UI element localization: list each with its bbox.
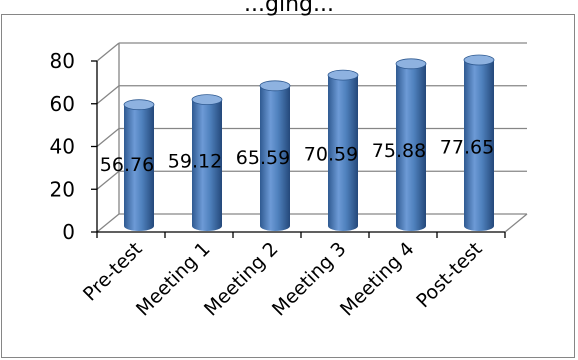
chart-title: ...ging... bbox=[244, 0, 334, 17]
bar bbox=[123, 99, 155, 231]
gridlines bbox=[96, 42, 527, 233]
data-labels: 56.76 59.12 65.59 70.59 75.88 77.65 bbox=[100, 137, 494, 177]
bar bbox=[191, 94, 223, 231]
bar bbox=[327, 69, 359, 231]
bar bbox=[395, 58, 427, 231]
y-tick-label: 80 bbox=[50, 49, 75, 73]
data-label: 75.88 bbox=[372, 140, 426, 162]
data-label: 59.12 bbox=[168, 151, 222, 173]
x-tick-label: Post-test bbox=[412, 238, 486, 312]
data-label: 70.59 bbox=[304, 144, 358, 166]
y-tick-label: 60 bbox=[50, 92, 75, 116]
bar bbox=[259, 80, 291, 231]
x-tick-label: Pre-test bbox=[79, 238, 147, 306]
bars bbox=[123, 54, 495, 231]
x-tick-label: Meeting 4 bbox=[336, 238, 419, 321]
axes bbox=[91, 43, 528, 238]
bar bbox=[463, 54, 495, 231]
data-label: 77.65 bbox=[440, 137, 494, 159]
gridline-side bbox=[96, 213, 120, 233]
chart-frame bbox=[1, 14, 575, 358]
y-tick-label: 20 bbox=[50, 177, 75, 201]
data-label: 65.59 bbox=[236, 147, 290, 169]
y-tick-label: 0 bbox=[62, 220, 75, 244]
floor-edge bbox=[504, 213, 528, 233]
gridline-side bbox=[96, 85, 120, 105]
data-label: 56.76 bbox=[100, 154, 154, 176]
gridline-side bbox=[96, 42, 120, 62]
y-tick-label: 40 bbox=[50, 135, 75, 159]
gridline-side bbox=[96, 127, 120, 148]
gridline-side bbox=[96, 170, 120, 190]
y-tick-labels: 0 20 40 60 80 bbox=[50, 49, 75, 244]
